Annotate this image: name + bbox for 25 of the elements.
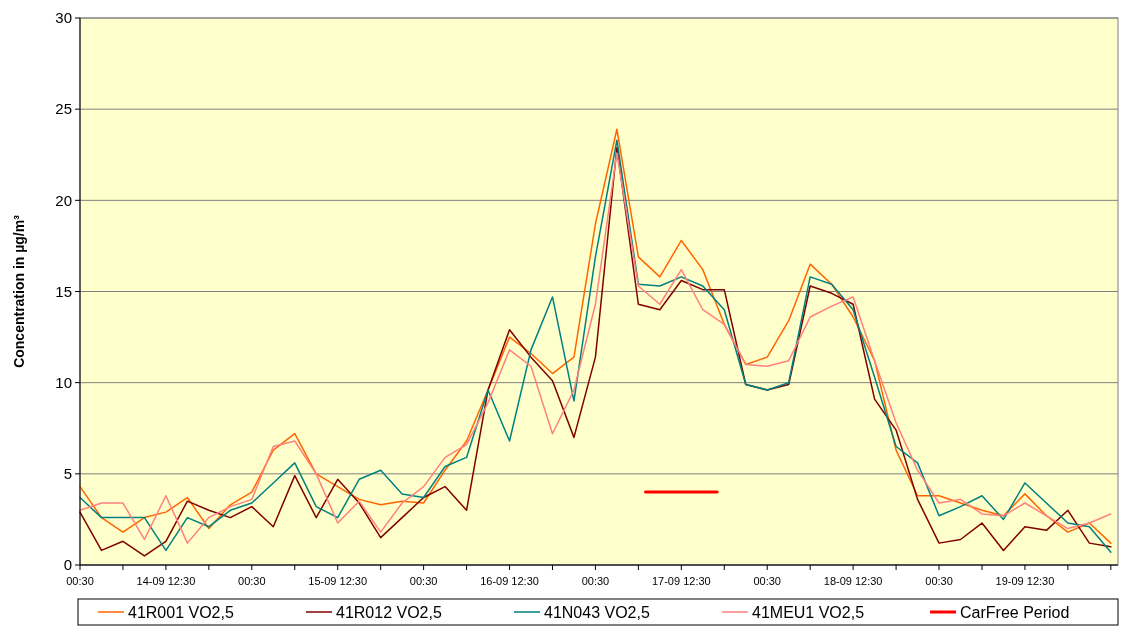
legend-label: CarFree Period bbox=[960, 603, 1070, 621]
x-tick-label: 00:30 bbox=[753, 575, 781, 587]
x-tick-label: 00:30 bbox=[925, 575, 953, 587]
x-tick-label: 00:30 bbox=[238, 575, 266, 587]
legend-label: 41MEU1 VO2,5 bbox=[752, 603, 865, 621]
x-tick-label: 16-09 12:30 bbox=[480, 575, 539, 587]
x-tick-label: 15-09 12:30 bbox=[308, 575, 368, 587]
x-tick-label: 18-09 12:30 bbox=[823, 575, 883, 587]
x-tick-label: 00:30 bbox=[66, 575, 94, 587]
x-tick-label: 19-09 12:30 bbox=[995, 575, 1055, 587]
legend-label: 41R001 VO2,5 bbox=[128, 603, 234, 621]
y-tick-label: 10 bbox=[55, 373, 72, 391]
y-tick-label: 30 bbox=[55, 9, 72, 27]
legend-label: 41R012 VO2,5 bbox=[336, 603, 442, 621]
y-tick-label: 5 bbox=[63, 465, 72, 483]
y-tick-label: 15 bbox=[55, 282, 72, 300]
x-tick-label: 00:30 bbox=[581, 575, 610, 587]
x-tick-label: 00:30 bbox=[409, 575, 438, 587]
y-tick-label: 0 bbox=[63, 556, 72, 574]
x-tick-label: 17-09 12:30 bbox=[651, 575, 711, 587]
x-tick-label: 14-09 12:30 bbox=[136, 575, 196, 587]
y-tick-label: 20 bbox=[55, 191, 72, 209]
legend-label: 41N043 VO2,5 bbox=[544, 603, 650, 621]
y-axis-title: Concentration in µg/m³ bbox=[11, 214, 27, 368]
y-tick-label: 25 bbox=[55, 100, 72, 118]
